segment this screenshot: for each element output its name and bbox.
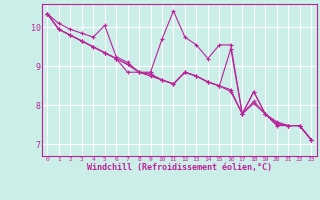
X-axis label: Windchill (Refroidissement éolien,°C): Windchill (Refroidissement éolien,°C) [87, 163, 272, 172]
